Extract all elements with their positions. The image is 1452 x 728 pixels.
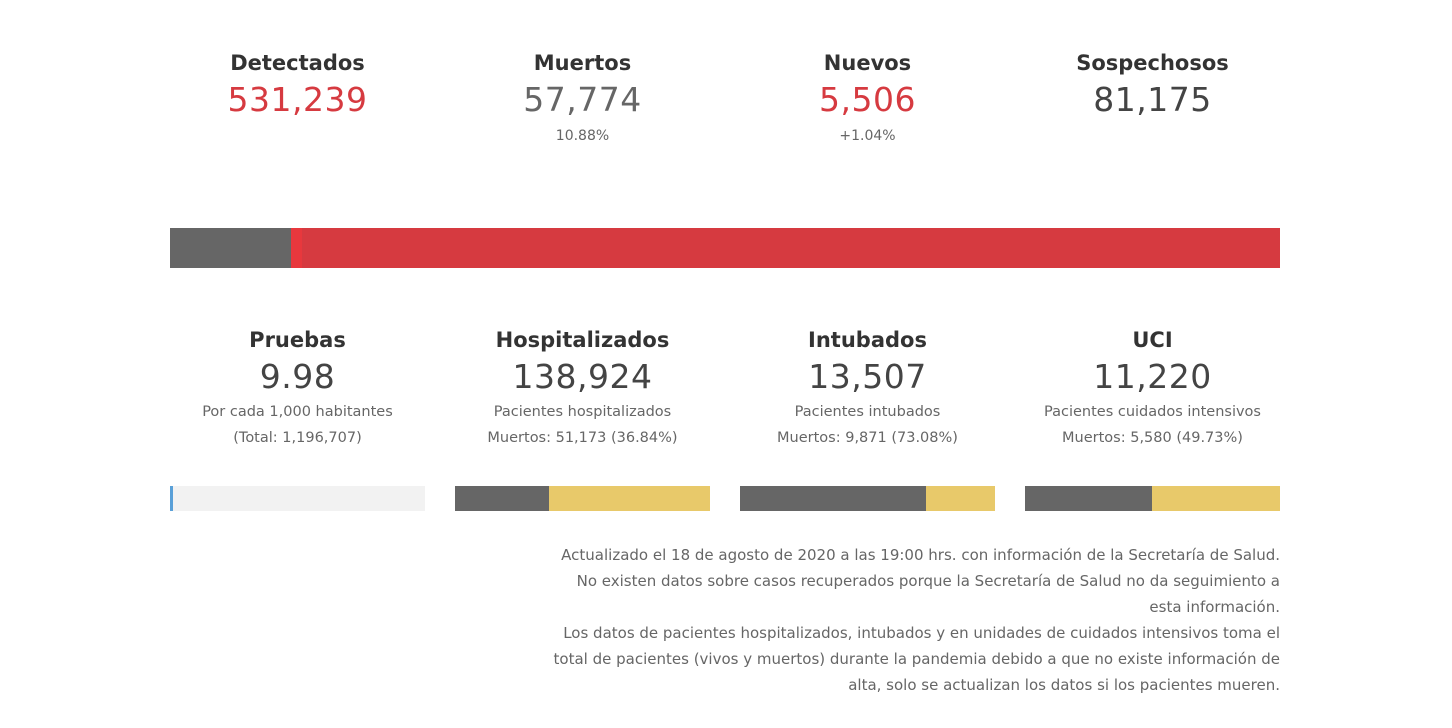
bar-pruebas bbox=[170, 486, 425, 511]
stat-label: Nuevos bbox=[823, 51, 912, 75]
stat-pruebas: Pruebas 9.98 Por cada 1,000 habitantes (… bbox=[155, 325, 440, 451]
bar-remainder bbox=[1151, 486, 1280, 511]
stat-detail: (Total: 1,196,707) bbox=[233, 430, 362, 446]
stat-label: Intubados bbox=[808, 328, 927, 352]
stat-hospitalizados: Hospitalizados 138,924 Pacientes hospita… bbox=[440, 325, 725, 451]
stat-description: Pacientes hospitalizados bbox=[493, 404, 672, 420]
stat-label: UCI bbox=[1132, 328, 1173, 352]
bar-fill bbox=[170, 486, 174, 511]
stat-value: 57,774 bbox=[523, 80, 642, 119]
bar-fill bbox=[455, 486, 549, 511]
stat-label: Sospechosos bbox=[1076, 51, 1229, 75]
stat-detail: Muertos: 51,173 (36.84%) bbox=[487, 430, 678, 446]
stat-value: 531,239 bbox=[227, 80, 368, 119]
bar-segment-nuevos bbox=[290, 228, 303, 268]
footnote-recovered-line: No existen datos sobre casos recuperados… bbox=[576, 572, 1280, 616]
stat-label: Hospitalizados bbox=[495, 328, 670, 352]
stat-label: Pruebas bbox=[249, 328, 346, 352]
secondary-bars bbox=[170, 486, 1280, 511]
bar-hospitalizados bbox=[455, 486, 710, 511]
cases-proportion-bar bbox=[170, 228, 1280, 268]
stat-nuevos: Nuevos 5,506 +1.04% bbox=[725, 48, 1010, 150]
stat-percentage: +1.04% bbox=[839, 128, 896, 144]
stat-detail: Muertos: 5,580 (49.73%) bbox=[1062, 430, 1243, 446]
stat-label: Detectados bbox=[230, 51, 365, 75]
bar-fill bbox=[740, 486, 927, 511]
bar-intubados bbox=[740, 486, 995, 511]
stat-description: Por cada 1,000 habitantes bbox=[202, 404, 393, 420]
stat-description: Pacientes intubados bbox=[794, 404, 941, 420]
stat-value: 11,220 bbox=[1093, 357, 1212, 396]
stat-detail: Muertos: 9,871 (73.08%) bbox=[777, 430, 958, 446]
stat-percentage: 10.88% bbox=[555, 128, 610, 144]
bar-fill bbox=[1025, 486, 1152, 511]
bar-segment-muertos bbox=[170, 228, 291, 268]
stat-value: 5,506 bbox=[819, 80, 916, 119]
stat-description: Pacientes cuidados intensivos bbox=[1044, 404, 1261, 420]
update-footnote: Actualizado el 18 de agosto de 2020 a la… bbox=[550, 542, 1280, 698]
stat-intubados: Intubados 13,507 Pacientes intubados Mue… bbox=[725, 325, 1010, 451]
bar-remainder bbox=[173, 486, 425, 511]
stat-uci: UCI 11,220 Pacientes cuidados intensivos… bbox=[1010, 325, 1295, 451]
bar-segment-detectados bbox=[302, 228, 1280, 268]
bar-remainder bbox=[548, 486, 710, 511]
stat-value: 81,175 bbox=[1093, 80, 1212, 119]
stat-muertos: Muertos 57,774 10.88% bbox=[440, 48, 725, 150]
stat-value: 9.98 bbox=[259, 357, 336, 396]
bar-uci bbox=[1025, 486, 1280, 511]
stat-detectados: Detectados 531,239 bbox=[155, 48, 440, 150]
secondary-stats-row: Pruebas 9.98 Por cada 1,000 habitantes (… bbox=[155, 325, 1295, 451]
footnote-hospital-line: Los datos de pacientes hospitalizados, i… bbox=[553, 624, 1280, 694]
stat-value: 13,507 bbox=[808, 357, 927, 396]
stat-sospechosos: Sospechosos 81,175 bbox=[1010, 48, 1295, 150]
bar-remainder bbox=[926, 486, 995, 511]
stat-label: Muertos bbox=[533, 51, 632, 75]
stat-value: 138,924 bbox=[512, 357, 653, 396]
top-stats-row: Detectados 531,239 Muertos 57,774 10.88%… bbox=[155, 48, 1295, 150]
footnote-update-line: Actualizado el 18 de agosto de 2020 a la… bbox=[561, 546, 1280, 564]
